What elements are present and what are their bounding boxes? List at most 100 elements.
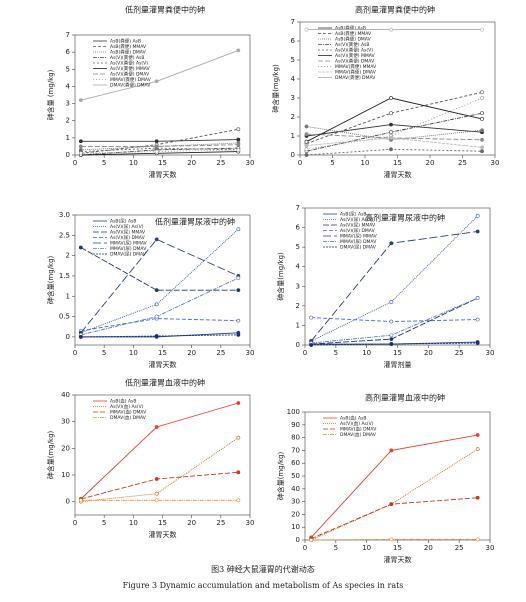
- data-point: [389, 147, 393, 152]
- legend-label: AsB(粪便) AsB: [110, 38, 141, 45]
- series-line: [311, 317, 478, 322]
- data-point: [475, 447, 480, 452]
- y-tick-label: 4: [296, 263, 301, 271]
- series-line: [80, 228, 239, 334]
- y-tick-label: 5: [296, 243, 300, 251]
- y-tick-label: 7: [291, 18, 295, 26]
- x-axis-label: 灌胃天数: [384, 555, 412, 564]
- y-tick-label: 7: [296, 204, 300, 212]
- data-point: [480, 149, 484, 154]
- series-line: [80, 144, 239, 147]
- x-tick-label: 10: [362, 349, 371, 357]
- data-point: [236, 318, 241, 323]
- legend-label: MMAV(尿) DMAV: [110, 246, 147, 252]
- legend-label: MMAV(粪便) DMAV: [335, 69, 377, 76]
- data-point: [304, 132, 309, 137]
- legend-label: AsB(粪便) MMAV: [335, 30, 372, 37]
- x-tick-label: 25: [455, 349, 464, 357]
- x-tick-label: 20: [187, 519, 196, 527]
- legend-label: As(V)(粪便) DMAV: [335, 58, 375, 65]
- data-point: [389, 502, 394, 507]
- x-tick-label: 15: [158, 519, 167, 527]
- legend-label: AsB(尿) AsB: [110, 219, 136, 225]
- y-axis-label: 砷含量 (mg/kg): [46, 69, 55, 120]
- legend-label: DMAV(尿) DMAV: [110, 252, 147, 258]
- x-tick-label: 5: [334, 544, 338, 552]
- y-tick-label: 0: [66, 151, 70, 159]
- x-tick-label: 30: [486, 349, 495, 357]
- data-point: [154, 302, 159, 307]
- x-axis-label: 灌胃天数: [149, 170, 177, 179]
- y-tick-label: 80: [291, 434, 300, 442]
- data-point: [236, 288, 241, 293]
- data-point: [236, 127, 241, 132]
- legend-label: As(V)(尿) MMAV: [340, 223, 376, 229]
- y-tick-label: 70: [291, 446, 300, 454]
- x-tick-label: 5: [102, 519, 106, 527]
- data-point: [389, 96, 393, 100]
- data-point: [475, 296, 480, 300]
- x-tick-label: 15: [158, 159, 167, 167]
- legend-label: As(V)(粪便) MMAV: [110, 65, 151, 72]
- series-line: [310, 231, 478, 342]
- series-line: [80, 402, 239, 500]
- y-tick-label: 20: [61, 444, 70, 452]
- data-point: [389, 448, 394, 453]
- data-point: [309, 315, 314, 320]
- x-tick-label: 0: [73, 159, 77, 167]
- x-tick-label: 0: [298, 159, 302, 167]
- x-tick-label: 0: [303, 349, 307, 357]
- y-axis-label: 砷含量(mg/kg): [271, 64, 280, 113]
- data-point: [389, 241, 394, 246]
- data-point: [480, 90, 484, 95]
- data-point: [389, 300, 394, 304]
- plot-frame: [74, 214, 251, 346]
- x-axis-label: 灌胃剂量: [384, 360, 412, 369]
- chart-title: 高剂量灌胃粪便中的砷: [355, 5, 435, 15]
- data-point: [154, 334, 159, 338]
- series-line: [310, 497, 478, 540]
- data-point: [480, 27, 484, 32]
- x-tick-label: 10: [129, 159, 138, 167]
- x-tick-label: 30: [486, 544, 495, 552]
- data-point: [78, 98, 83, 103]
- data-point: [154, 139, 159, 144]
- x-tick-label: 20: [424, 349, 433, 357]
- x-tick-label: 25: [455, 544, 464, 552]
- series-line: [80, 437, 239, 503]
- y-tick-label: 3: [296, 282, 300, 290]
- legend-label: As(V)(粪便) DMAV: [110, 71, 150, 78]
- data-point: [304, 147, 309, 152]
- data-point: [154, 79, 159, 84]
- data-point: [154, 237, 159, 242]
- x-tick-label: 15: [393, 544, 402, 552]
- caption-en: Figure 3 Dynamic accumulation and metabo…: [123, 581, 404, 590]
- data-point: [154, 314, 159, 319]
- legend-label: As(V)(血) As(V): [110, 403, 144, 410]
- data-point: [389, 27, 393, 32]
- x-tick-label: 20: [187, 349, 196, 357]
- legend-label: As(V)(粪便) MMAV: [335, 52, 376, 59]
- y-tick-label: 4: [66, 82, 71, 90]
- series-line: [80, 247, 239, 291]
- data-point: [304, 139, 309, 144]
- x-tick-label: 20: [187, 159, 196, 167]
- chart-title: 低剂量灌胃粪便中的砷: [125, 5, 205, 15]
- data-point: [78, 245, 83, 250]
- data-point: [475, 213, 480, 218]
- data-point: [304, 153, 309, 157]
- x-tick-label: 25: [216, 519, 225, 527]
- x-tick-label: 25: [216, 349, 225, 357]
- series-line: [306, 133, 483, 141]
- y-tick-label: 5: [291, 56, 295, 64]
- data-point: [304, 143, 309, 148]
- y-tick-label: 5: [66, 65, 70, 73]
- data-point: [236, 142, 241, 147]
- y-tick-label: 1.5: [59, 272, 70, 280]
- legend-label: As(V)(尿) As(V): [340, 217, 374, 223]
- x-tick-label: 10: [129, 349, 138, 357]
- x-axis-label: 灌胃天数: [149, 360, 177, 369]
- y-tick-label: 0: [66, 333, 70, 341]
- y-tick-label: 60: [291, 459, 300, 467]
